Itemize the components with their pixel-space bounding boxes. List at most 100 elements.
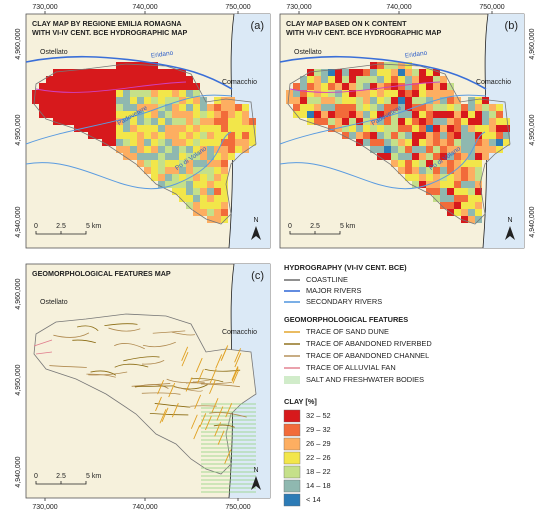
clay-cell bbox=[186, 118, 193, 125]
channel-trace bbox=[142, 341, 176, 348]
clay-cell bbox=[81, 104, 88, 111]
clay-cell bbox=[433, 139, 440, 146]
clay-cell bbox=[158, 167, 165, 174]
clay-cell bbox=[74, 90, 81, 97]
clay-cell bbox=[88, 90, 95, 97]
clay-cell bbox=[39, 83, 46, 90]
clay-cell bbox=[172, 69, 179, 76]
clay-cell bbox=[447, 153, 454, 160]
clay-cell bbox=[67, 69, 74, 76]
clay-cell bbox=[130, 118, 137, 125]
clay-cell bbox=[123, 118, 130, 125]
clay-cell bbox=[207, 216, 214, 223]
clay-cell bbox=[200, 195, 207, 202]
channel-trace bbox=[171, 331, 196, 336]
clay-cell bbox=[370, 97, 377, 104]
clay-cell bbox=[158, 90, 165, 97]
clay-cell bbox=[46, 76, 53, 83]
north-arrow bbox=[251, 226, 261, 240]
channel-trace bbox=[49, 365, 87, 368]
dune-trace bbox=[159, 409, 167, 424]
clay-cell bbox=[482, 139, 489, 146]
clay-cell bbox=[475, 104, 482, 111]
channel-trace bbox=[108, 327, 141, 332]
clay-cell bbox=[349, 132, 356, 139]
clay-cell bbox=[172, 104, 179, 111]
clay-cell bbox=[356, 83, 363, 90]
clay-cell bbox=[228, 139, 235, 146]
clay-cell bbox=[475, 97, 482, 104]
clay-cell bbox=[391, 76, 398, 83]
clay-cell bbox=[405, 132, 412, 139]
channel-trace bbox=[152, 330, 186, 334]
clay-cell bbox=[116, 83, 123, 90]
clay-cell bbox=[363, 83, 370, 90]
secondary-river bbox=[25, 94, 233, 145]
clay-cell bbox=[391, 118, 398, 125]
clay-cell bbox=[426, 167, 433, 174]
clay-cell bbox=[67, 111, 74, 118]
clay-cell bbox=[433, 83, 440, 90]
clay-cell bbox=[228, 125, 235, 132]
clay-cell bbox=[321, 104, 328, 111]
clay-cell bbox=[60, 83, 67, 90]
clay-cell bbox=[384, 83, 391, 90]
clay-cell bbox=[221, 202, 228, 209]
clay-cell bbox=[200, 160, 207, 167]
clay-cell bbox=[475, 132, 482, 139]
clay-cell bbox=[426, 111, 433, 118]
dune-trace bbox=[209, 379, 216, 394]
clay-cell bbox=[158, 139, 165, 146]
clay-cell bbox=[186, 83, 193, 90]
clay-cell bbox=[419, 111, 426, 118]
clay-cell bbox=[307, 118, 314, 125]
clay-cell bbox=[46, 83, 53, 90]
clay-cell bbox=[454, 132, 461, 139]
clay-cell bbox=[349, 118, 356, 125]
clay-cell bbox=[384, 76, 391, 83]
clay-cell bbox=[433, 195, 440, 202]
clay-cell bbox=[186, 111, 193, 118]
clay-cell bbox=[123, 62, 130, 69]
clay-cell bbox=[384, 153, 391, 160]
clay-cell bbox=[454, 181, 461, 188]
clay-cell bbox=[461, 139, 468, 146]
clay-cell bbox=[433, 153, 440, 160]
paleochannel bbox=[289, 81, 441, 93]
clay-cell bbox=[391, 104, 398, 111]
clay-cell bbox=[67, 83, 74, 90]
clay-cell bbox=[214, 146, 221, 153]
clay-cell bbox=[214, 167, 221, 174]
clay-cell bbox=[426, 132, 433, 139]
fan-trace bbox=[33, 339, 53, 355]
scale-bar bbox=[35, 481, 87, 485]
y-tick-label: 4,960,000 bbox=[529, 28, 536, 59]
clay-cell bbox=[426, 125, 433, 132]
clay-cell bbox=[419, 83, 426, 90]
clay-cell bbox=[377, 104, 384, 111]
scale-label: 2.5 bbox=[56, 223, 66, 230]
clay-cell bbox=[293, 104, 300, 111]
clay-cell bbox=[468, 146, 475, 153]
clay-cell bbox=[116, 118, 123, 125]
clay-cell bbox=[186, 90, 193, 97]
clay-cell bbox=[116, 111, 123, 118]
channel-trace bbox=[88, 371, 128, 376]
clay-cell bbox=[307, 69, 314, 76]
clay-cell bbox=[116, 62, 123, 69]
clay-cell bbox=[454, 97, 461, 104]
clay-cell bbox=[193, 132, 200, 139]
clay-cell bbox=[370, 111, 377, 118]
clay-cell bbox=[433, 160, 440, 167]
clay-cell bbox=[186, 202, 193, 209]
clay-cell bbox=[74, 83, 81, 90]
clay-cell bbox=[123, 76, 130, 83]
secondary-river bbox=[279, 94, 487, 145]
clay-cell bbox=[60, 76, 67, 83]
clay-cell bbox=[314, 104, 321, 111]
clay-cell bbox=[405, 97, 412, 104]
clay-cell bbox=[81, 118, 88, 125]
clay-cell bbox=[144, 76, 151, 83]
clay-cell bbox=[370, 139, 377, 146]
clay-cell bbox=[116, 90, 123, 97]
